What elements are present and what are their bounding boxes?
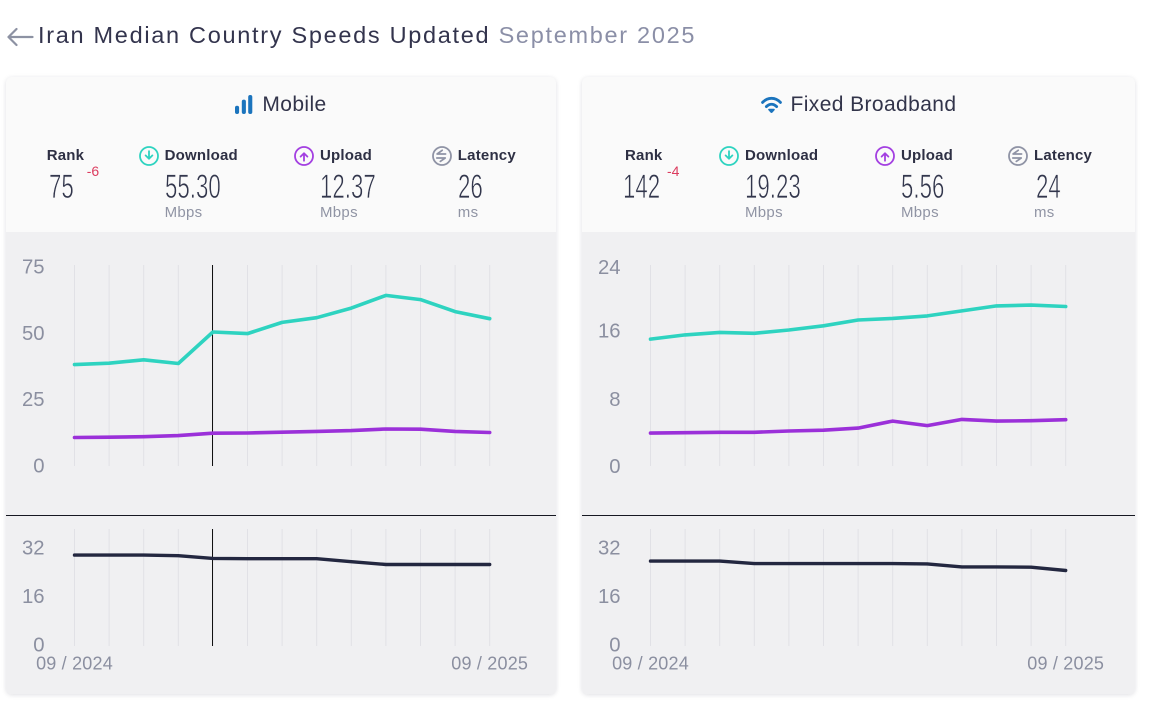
svg-text:16: 16 (598, 586, 621, 608)
svg-text:25: 25 (22, 389, 45, 411)
svg-text:09 / 2024: 09 / 2024 (36, 654, 113, 674)
svg-text:24: 24 (598, 257, 621, 279)
svg-text:16: 16 (22, 586, 45, 608)
svg-text:32: 32 (22, 538, 45, 560)
svg-text:09 / 2025: 09 / 2025 (1027, 654, 1104, 674)
svg-text:50: 50 (22, 323, 45, 345)
svg-text:09 / 2025: 09 / 2025 (451, 654, 528, 674)
svg-text:0: 0 (33, 635, 44, 657)
svg-text:75: 75 (22, 257, 45, 279)
svg-text:0: 0 (609, 456, 620, 478)
svg-text:0: 0 (33, 455, 44, 477)
svg-text:0: 0 (609, 635, 620, 657)
svg-text:32: 32 (598, 538, 621, 560)
svg-text:8: 8 (609, 389, 620, 411)
svg-text:16: 16 (598, 320, 621, 342)
svg-text:09 / 2024: 09 / 2024 (612, 654, 689, 674)
